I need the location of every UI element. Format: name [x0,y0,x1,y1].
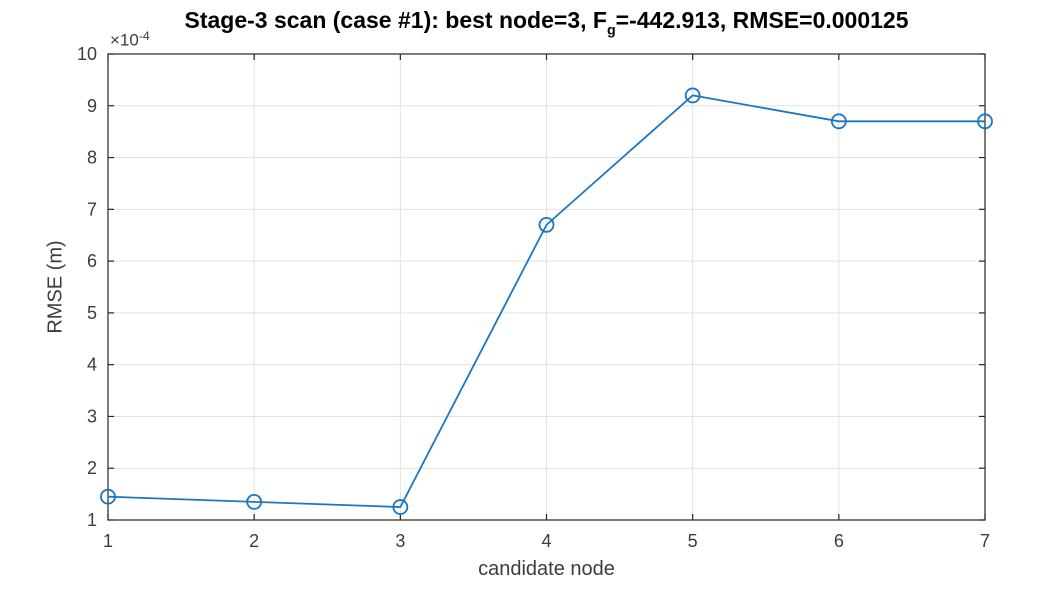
y-tick-label: 9 [87,96,97,116]
y-axis-exponent-label: ×10-4 [110,29,150,51]
y-tick-label: 6 [87,251,97,271]
data-point-marker [684,87,701,104]
exponent-base: ×10 [110,30,139,50]
y-tick-label: 1 [87,510,97,530]
y-tick-label: 2 [87,458,97,478]
exponent-power: -4 [138,29,150,43]
x-tick-label: 4 [541,531,551,551]
data-point-marker [100,488,116,505]
data-point-marker [977,113,993,130]
y-axis-label: RMSE (m) [44,240,67,334]
y-tick-label: 5 [87,303,97,323]
title-suffix: =-442.913, RMSE=0.000125 [615,7,909,33]
x-tick-label: 2 [249,531,259,551]
title-prefix: Stage-3 scan (case #1): best node=3, F [184,7,607,33]
x-tick-label: 1 [103,531,113,551]
data-point-marker [538,216,555,233]
x-tick-label: 5 [688,531,698,551]
x-tick-label: 7 [980,531,990,551]
x-axis-label: candidate node [478,558,615,580]
data-point-marker [392,499,409,515]
y-tick-label: 4 [87,355,97,375]
data-point-marker [830,113,847,130]
y-tick-label: 7 [87,199,97,219]
y-tick-label: 3 [87,406,97,426]
y-tick-label: 8 [87,148,97,168]
title-subscript: g [606,22,616,39]
x-tick-label: 6 [834,531,844,551]
chart-title: Stage-3 scan (case #1): best node=3, Fg=… [108,7,985,38]
x-tick-label: 3 [395,531,405,551]
data-point-marker [246,493,263,510]
y-tick-label: 10 [77,44,97,64]
data-line [107,94,985,508]
